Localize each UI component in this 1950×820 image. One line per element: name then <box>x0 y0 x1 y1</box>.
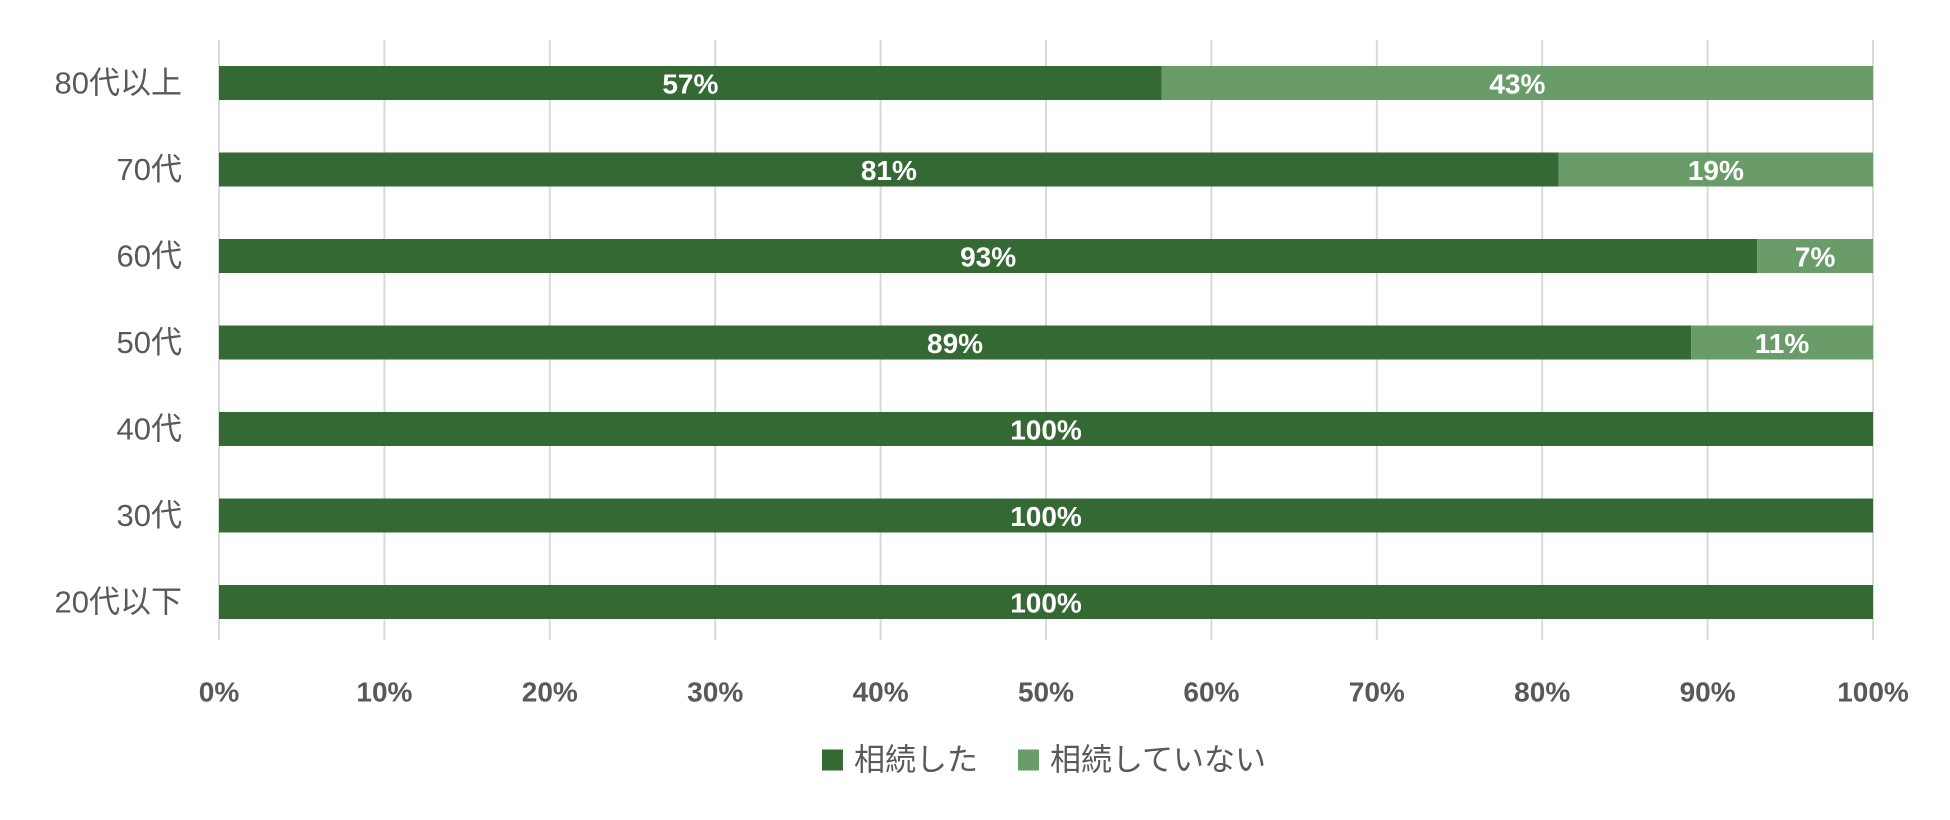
data-label: 11% <box>1755 328 1810 359</box>
category-label: 20代以下 <box>55 585 182 620</box>
legend-swatch <box>1017 749 1039 771</box>
x-tick-label: 0% <box>199 677 240 708</box>
x-tick-label: 30% <box>687 677 743 708</box>
bar-segment <box>219 585 1873 619</box>
data-label: 100% <box>1010 415 1082 446</box>
category-axis: 80代以上 70代 60代 50代 40代 30代 20代以下 <box>55 66 182 620</box>
bar-segment <box>219 498 1873 533</box>
bar-segment <box>219 412 1873 446</box>
bar-segment <box>1691 325 1873 360</box>
x-tick-label: 40% <box>853 677 909 708</box>
category-label: 60代 <box>117 239 182 274</box>
bars <box>219 66 1873 619</box>
x-tick-label: 20% <box>522 677 578 708</box>
legend-swatch <box>821 749 843 771</box>
legend: 相続した 相続していない <box>821 743 1266 778</box>
x-tick-label: 80% <box>1514 677 1570 708</box>
data-label: 100% <box>1010 501 1082 532</box>
x-tick-label: 50% <box>1018 677 1074 708</box>
bar-segment <box>219 66 1162 100</box>
data-labels: 57% 43% 81% 19% 93% 7% 89% 11% 100% 100% 100% <box>662 69 1835 619</box>
x-tick-label: 60% <box>1183 677 1239 708</box>
value-axis: 0% 10% 20% 30% 40% 50% 60% 70% 80% 90% 100% <box>199 677 1909 708</box>
category-label: 40代 <box>117 412 182 447</box>
data-label: 57% <box>662 69 718 100</box>
category-label: 50代 <box>117 325 182 360</box>
data-label: 7% <box>1795 242 1836 273</box>
data-label: 89% <box>927 328 983 359</box>
x-tick-label: 100% <box>1837 677 1909 708</box>
legend-item: 相続した <box>821 743 978 778</box>
x-tick-label: 70% <box>1349 677 1405 708</box>
bar-segment <box>219 325 1692 360</box>
bar-segment <box>219 152 1559 187</box>
category-label: 70代 <box>117 152 182 187</box>
data-label: 93% <box>960 242 1016 273</box>
bar-segment <box>219 239 1758 273</box>
data-label: 43% <box>1489 69 1545 100</box>
category-label: 30代 <box>117 498 182 533</box>
legend-item: 相続していない <box>1017 743 1266 778</box>
legend-items: 相続した 相続していない <box>821 743 1266 778</box>
bar-segment <box>1161 66 1873 100</box>
category-label: 80代以上 <box>55 66 182 101</box>
data-label: 100% <box>1010 588 1082 619</box>
x-tick-label: 10% <box>356 677 412 708</box>
data-label: 81% <box>861 155 917 186</box>
legend-label: 相続した <box>854 743 978 778</box>
data-label: 19% <box>1688 155 1744 186</box>
x-tick-label: 90% <box>1680 677 1736 708</box>
bar-segment <box>1558 152 1873 187</box>
legend-label: 相続していない <box>1050 743 1266 778</box>
bar-segment <box>1757 239 1873 273</box>
